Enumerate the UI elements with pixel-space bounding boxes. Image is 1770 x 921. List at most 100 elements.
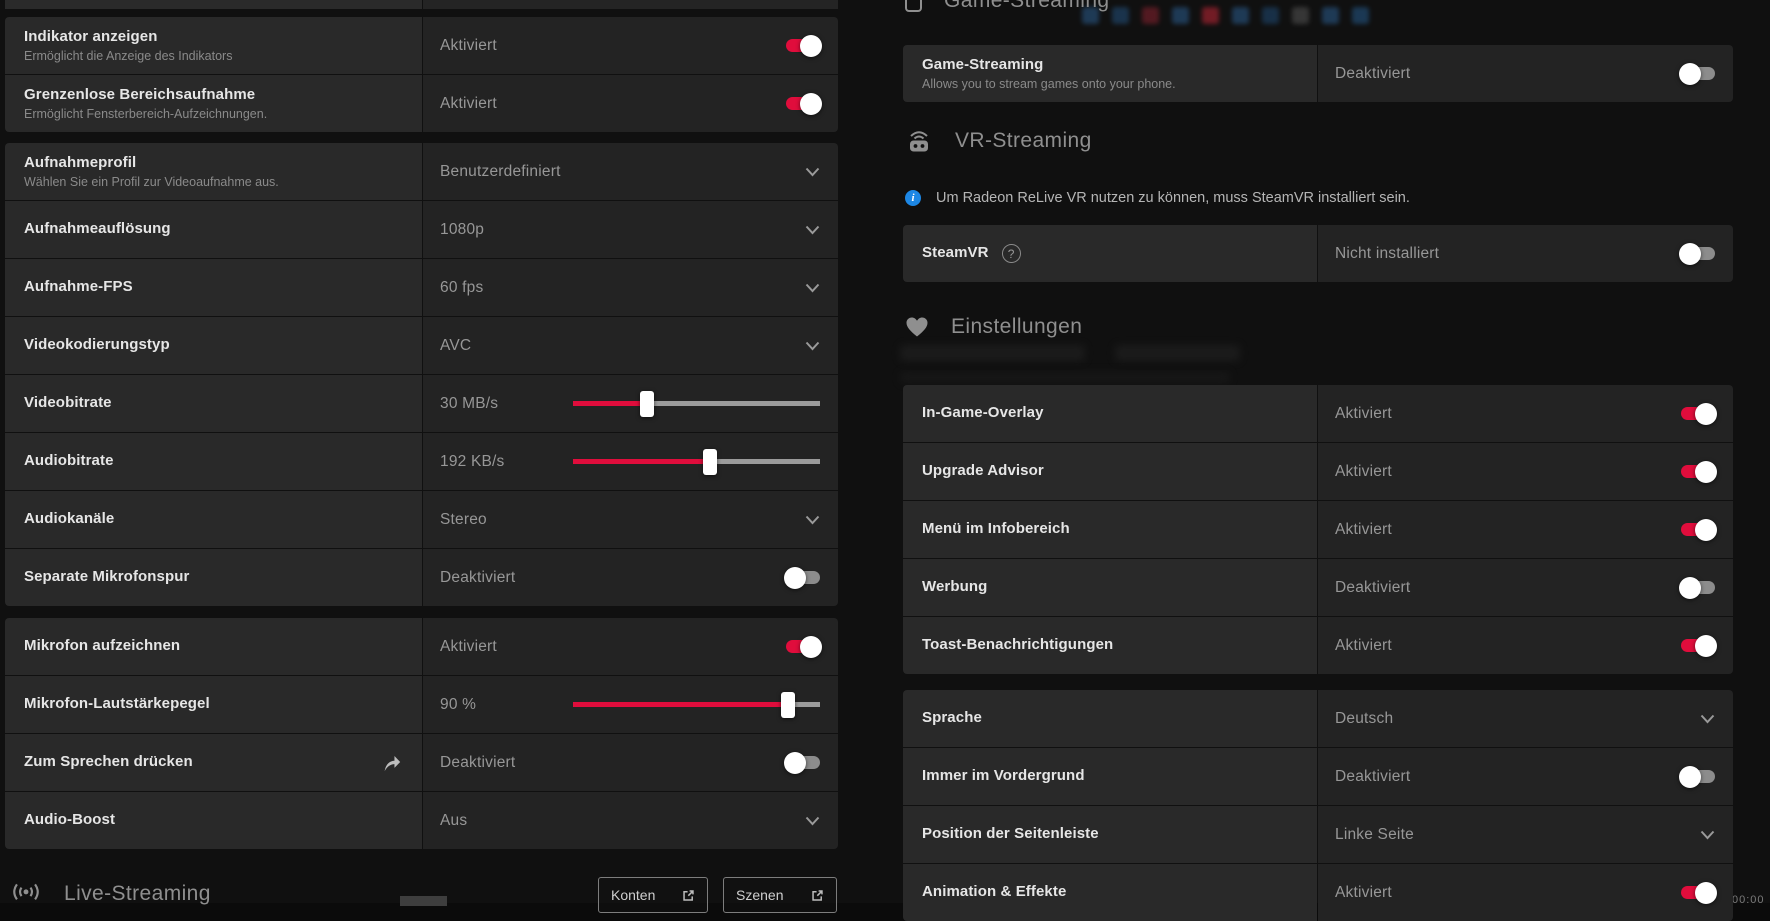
separate-mikrofonspur-toggle[interactable] <box>784 566 820 589</box>
setting-row-menue-im-infobereich: Menü im Infobereich Aktiviert <box>903 501 1733 558</box>
immer-im-vordergrund-toggle[interactable] <box>1679 765 1715 788</box>
toggle-knob <box>1695 634 1717 657</box>
toggle-knob <box>784 566 806 589</box>
toggle-knob <box>800 635 822 658</box>
chevron-down-icon <box>805 167 820 176</box>
setting-title: SteamVR <box>922 244 989 262</box>
recording-settings-group: Aufnahmeprofil Wählen Sie ein Profil zur… <box>5 143 838 606</box>
setting-title: Game-Streaming <box>922 55 1044 73</box>
menue-im-infobereich-toggle[interactable] <box>1681 518 1717 541</box>
setting-title: Animation & Effekte <box>922 883 1067 901</box>
setting-row-aufnahmeprofil: Aufnahmeprofil Wählen Sie ein Profil zur… <box>5 143 838 200</box>
external-link-icon <box>812 889 823 901</box>
setting-title: Toast-Benachrichtigungen <box>922 636 1114 654</box>
chevron-down-icon <box>1700 830 1715 839</box>
slider-thumb[interactable] <box>703 448 718 475</box>
videobitrate-slider[interactable] <box>573 390 820 417</box>
setting-row-videobitrate: Videobitrate 30 MB/s <box>5 375 838 432</box>
setting-title: Audiokanäle <box>24 510 115 528</box>
setting-title: Position der Seitenleiste <box>922 825 1099 843</box>
steamvr-info-line: i Um Radeon ReLive VR nutzen zu können, … <box>905 190 1410 206</box>
section-title: Game-Streaming <box>944 0 1110 12</box>
slider-value: 192 KB/s <box>440 452 505 470</box>
setting-title: Separate Mikrofonspur <box>24 568 190 586</box>
position-der-seitenleiste-dropdown[interactable]: Linke Seite <box>1318 806 1733 863</box>
slider-thumb[interactable] <box>780 691 795 718</box>
setting-row-indikator-anzeigen: Indikator anzeigen Ermöglicht die Anzeig… <box>5 17 838 74</box>
slider-fill <box>573 401 648 406</box>
game-streaming-toggle[interactable] <box>1679 62 1715 85</box>
aufnahme-fps-dropdown[interactable]: 60 fps <box>423 259 838 316</box>
button-label: Konten <box>611 887 656 903</box>
toggle-knob <box>1695 881 1717 904</box>
microphone-settings-group: Mikrofon aufzeichnen Aktiviert Mikrofon-… <box>5 618 838 849</box>
setting-row-game-streaming: Game-Streaming Allows you to stream game… <box>903 45 1733 102</box>
setting-value: Deaktiviert <box>440 753 516 771</box>
toggle-knob <box>1679 765 1701 788</box>
indikator-anzeigen-toggle[interactable] <box>786 34 822 57</box>
cutoff-row-top <box>5 0 838 9</box>
slider-fill <box>573 459 711 464</box>
videokodierungstyp-dropdown[interactable]: AVC <box>423 317 838 374</box>
animation-effekte-toggle[interactable] <box>1681 881 1717 904</box>
slider-track <box>573 401 820 406</box>
setting-value: Aktiviert <box>440 36 497 54</box>
zum-sprechen-druecken-toggle[interactable] <box>784 751 820 774</box>
aufnahmeaufloesung-dropdown[interactable]: 1080p <box>423 201 838 258</box>
section-title: Live-Streaming <box>64 882 211 905</box>
sprache-dropdown[interactable]: Deutsch <box>1318 690 1733 747</box>
setting-title: Immer im Vordergrund <box>922 767 1085 785</box>
toggle-knob <box>1695 402 1717 425</box>
dropdown-selected-value: 60 fps <box>440 278 484 296</box>
toggle-knob <box>1695 460 1717 483</box>
external-link-icon <box>683 889 694 901</box>
steamvr-toggle[interactable] <box>1679 242 1715 265</box>
mikrofon-aufzeichnen-toggle[interactable] <box>786 635 822 658</box>
upgrade-advisor-toggle[interactable] <box>1681 460 1717 483</box>
setting-subtitle: Ermöglicht Fensterbereich-Aufzeichnungen… <box>24 107 268 122</box>
setting-subtitle: Allows you to stream games onto your pho… <box>922 77 1176 92</box>
cutoff-element-fragment <box>400 896 447 906</box>
setting-title: Mikrofon aufzeichnen <box>24 637 181 655</box>
setting-value: Aktiviert <box>440 94 497 112</box>
dropdown-selected-value: 1080p <box>440 220 485 238</box>
chevron-down-icon <box>805 341 820 350</box>
setting-row-zum-sprechen-druecken: Zum Sprechen drücken Deaktiviert <box>5 734 838 791</box>
setting-title: Indikator anzeigen <box>24 27 158 45</box>
heart-icon <box>906 317 928 337</box>
info-icon: i <box>905 190 921 206</box>
mikrofon-lautstaerkepegel-slider[interactable] <box>573 691 820 718</box>
setting-row-upgrade-advisor: Upgrade Advisor Aktiviert <box>903 443 1733 500</box>
game-streaming-group: Game-Streaming Allows you to stream game… <box>903 45 1733 102</box>
grenzenlose-bereichsaufnahme-toggle[interactable] <box>786 92 822 115</box>
setting-title: Aufnahmeauflösung <box>24 220 171 238</box>
in-game-overlay-toggle[interactable] <box>1681 402 1717 425</box>
game-streaming-section-header: Game-Streaming <box>905 0 1110 13</box>
slider-value: 90 % <box>440 695 477 713</box>
setting-title: Aufnahme-FPS <box>24 278 133 296</box>
audio-boost-dropdown[interactable]: Aus <box>423 792 838 849</box>
werbung-toggle[interactable] <box>1679 576 1715 599</box>
audiobitrate-slider[interactable] <box>573 448 820 475</box>
konten-button[interactable]: Konten <box>598 877 708 913</box>
info-text: Um Radeon ReLive VR nutzen zu können, mu… <box>936 190 1410 206</box>
slider-thumb[interactable] <box>640 390 655 417</box>
szenen-button[interactable]: Szenen <box>723 877 837 913</box>
help-icon[interactable]: ? <box>1001 244 1021 263</box>
chevron-down-icon <box>805 225 820 234</box>
setting-value: Aktiviert <box>1335 462 1392 480</box>
setting-title: Aufnahmeprofil <box>24 153 137 171</box>
audiokanaele-dropdown[interactable]: Stereo <box>423 491 838 548</box>
aufnahmeprofil-dropdown[interactable]: Benutzerdefiniert <box>423 143 838 200</box>
share-arrow-icon <box>384 755 401 771</box>
indicator-settings-group: Indikator anzeigen Ermöglicht die Anzeig… <box>5 17 838 132</box>
setting-row-aufnahme-fps: Aufnahme-FPS 60 fps <box>5 259 838 316</box>
setting-row-mikrofon-aufzeichnen: Mikrofon aufzeichnen Aktiviert <box>5 618 838 675</box>
setting-title: Mikrofon-Lautstärkepegel <box>24 695 210 713</box>
dropdown-selected-value: Linke Seite <box>1335 825 1414 843</box>
vr-streaming-section-header: VR-Streaming <box>905 128 1092 153</box>
setting-row-steamvr: SteamVR ? Nicht installiert <box>903 225 1733 282</box>
toast-benachrichtigungen-toggle[interactable] <box>1681 634 1717 657</box>
slider-value: 30 MB/s <box>440 394 499 412</box>
